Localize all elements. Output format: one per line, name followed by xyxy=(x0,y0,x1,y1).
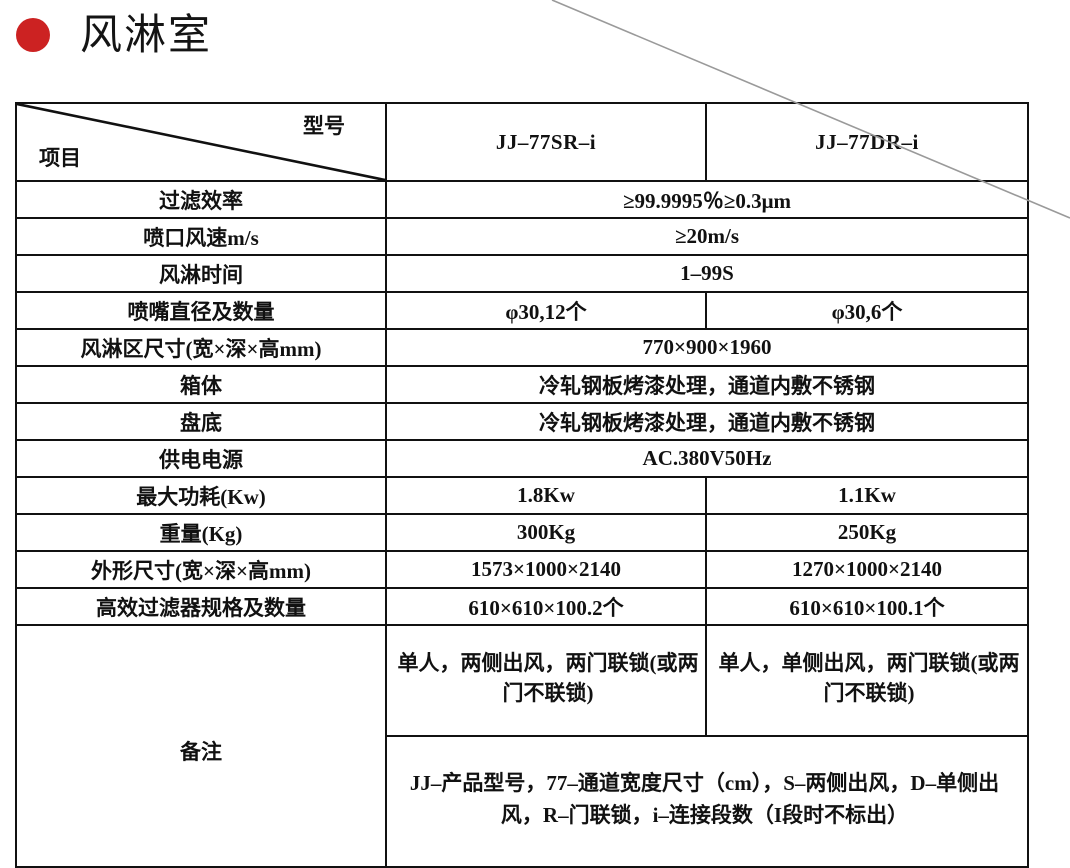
remarks-label: 备注 xyxy=(15,624,387,868)
row-label: 风淋时间 xyxy=(15,254,387,293)
row-value-span: ≥99.9995％≥0.3μm xyxy=(385,180,1029,219)
page-heading: 风淋室 xyxy=(16,14,212,56)
row-value-a: 300Kg xyxy=(385,513,707,552)
row-value-span: 770×900×1960 xyxy=(385,328,1029,367)
remarks-value-b: 单人，单侧出风，两门联锁(或两门不联锁) xyxy=(705,624,1029,737)
row-label: 喷嘴直径及数量 xyxy=(15,291,387,330)
row-label: 重量(Kg) xyxy=(15,513,387,552)
row-value-a: 1.8Kw xyxy=(385,476,707,515)
row-label: 供电电源 xyxy=(15,439,387,478)
remarks-value-a: 单人，两侧出风，两门联锁(或两门不联锁) xyxy=(385,624,707,737)
table-row: 过滤效率 ≥99.9995％≥0.3μm xyxy=(15,180,1029,219)
row-value-b: φ30,6个 xyxy=(705,291,1029,330)
row-label: 高效过滤器规格及数量 xyxy=(15,587,387,626)
table-row: 外形尺寸(宽×深×高mm) 1573×1000×2140 1270×1000×2… xyxy=(15,550,1029,589)
table-row: 风淋时间 1–99S xyxy=(15,254,1029,293)
table-row: 风淋区尺寸(宽×深×高mm) 770×900×1960 xyxy=(15,328,1029,367)
table-row: 盘底 冷轧钢板烤漆处理，通道内敷不锈钢 xyxy=(15,402,1029,441)
table-body: 型号 项目 JJ–77SR–i JJ–77DR–i 过滤效率 ≥99.9995％… xyxy=(15,102,1029,868)
row-label: 风淋区尺寸(宽×深×高mm) xyxy=(15,328,387,367)
row-label: 箱体 xyxy=(15,365,387,404)
row-label: 外形尺寸(宽×深×高mm) xyxy=(15,550,387,589)
row-value-a: φ30,12个 xyxy=(385,291,707,330)
model-code-note: JJ–产品型号，77–通道宽度尺寸（cm），S–两侧出风，D–单侧出风，R–门联… xyxy=(385,735,1029,868)
header-model-b: JJ–77DR–i xyxy=(705,102,1029,182)
row-label: 最大功耗(Kw) xyxy=(15,476,387,515)
row-value-a: 610×610×100.2个 xyxy=(385,587,707,626)
header-model-a: JJ–77SR–i xyxy=(385,102,707,182)
row-label: 盘底 xyxy=(15,402,387,441)
row-value-span: 冷轧钢板烤漆处理，通道内敷不锈钢 xyxy=(385,402,1029,441)
table-row: 高效过滤器规格及数量 610×610×100.2个 610×610×100.1个 xyxy=(15,587,1029,626)
table-row: 最大功耗(Kw) 1.8Kw 1.1Kw xyxy=(15,476,1029,515)
table-header-row: 型号 项目 JJ–77SR–i JJ–77DR–i xyxy=(15,102,1029,182)
row-value-span: AC.380V50Hz xyxy=(385,439,1029,478)
table-row: 重量(Kg) 300Kg 250Kg xyxy=(15,513,1029,552)
header-corner-cell: 型号 项目 xyxy=(15,102,387,182)
table-row: 箱体 冷轧钢板烤漆处理，通道内敷不锈钢 xyxy=(15,365,1029,404)
row-value-span: 1–99S xyxy=(385,254,1029,293)
row-value-span: ≥20m/s xyxy=(385,217,1029,256)
row-value-b: 250Kg xyxy=(705,513,1029,552)
corner-diagonal-icon xyxy=(17,104,385,180)
table-row: 喷嘴直径及数量 φ30,12个 φ30,6个 xyxy=(15,291,1029,330)
table-row: 供电电源 AC.380V50Hz xyxy=(15,439,1029,478)
red-bullet-icon xyxy=(16,18,50,52)
header-model-label: 型号 xyxy=(303,114,345,138)
page-title: 风淋室 xyxy=(80,10,213,59)
row-label: 过滤效率 xyxy=(15,180,387,219)
row-value-b: 1270×1000×2140 xyxy=(705,550,1029,589)
table-row: 喷口风速m/s ≥20m/s xyxy=(15,217,1029,256)
row-value-b: 610×610×100.1个 xyxy=(705,587,1029,626)
specification-table: 型号 项目 JJ–77SR–i JJ–77DR–i 过滤效率 ≥99.9995％… xyxy=(15,102,1029,868)
remarks-row: 备注 单人，两侧出风，两门联锁(或两门不联锁) 单人，单侧出风，两门联锁(或两门… xyxy=(15,624,1029,868)
row-label: 喷口风速m/s xyxy=(15,217,387,256)
model-code-note-row: JJ–产品型号，77–通道宽度尺寸（cm），S–两侧出风，D–单侧出风，R–门联… xyxy=(16,735,1029,868)
row-value-b: 1.1Kw xyxy=(705,476,1029,515)
row-value-span: 冷轧钢板烤漆处理，通道内敷不锈钢 xyxy=(385,365,1029,404)
row-value-a: 1573×1000×2140 xyxy=(385,550,707,589)
header-item-label: 项目 xyxy=(39,146,81,170)
